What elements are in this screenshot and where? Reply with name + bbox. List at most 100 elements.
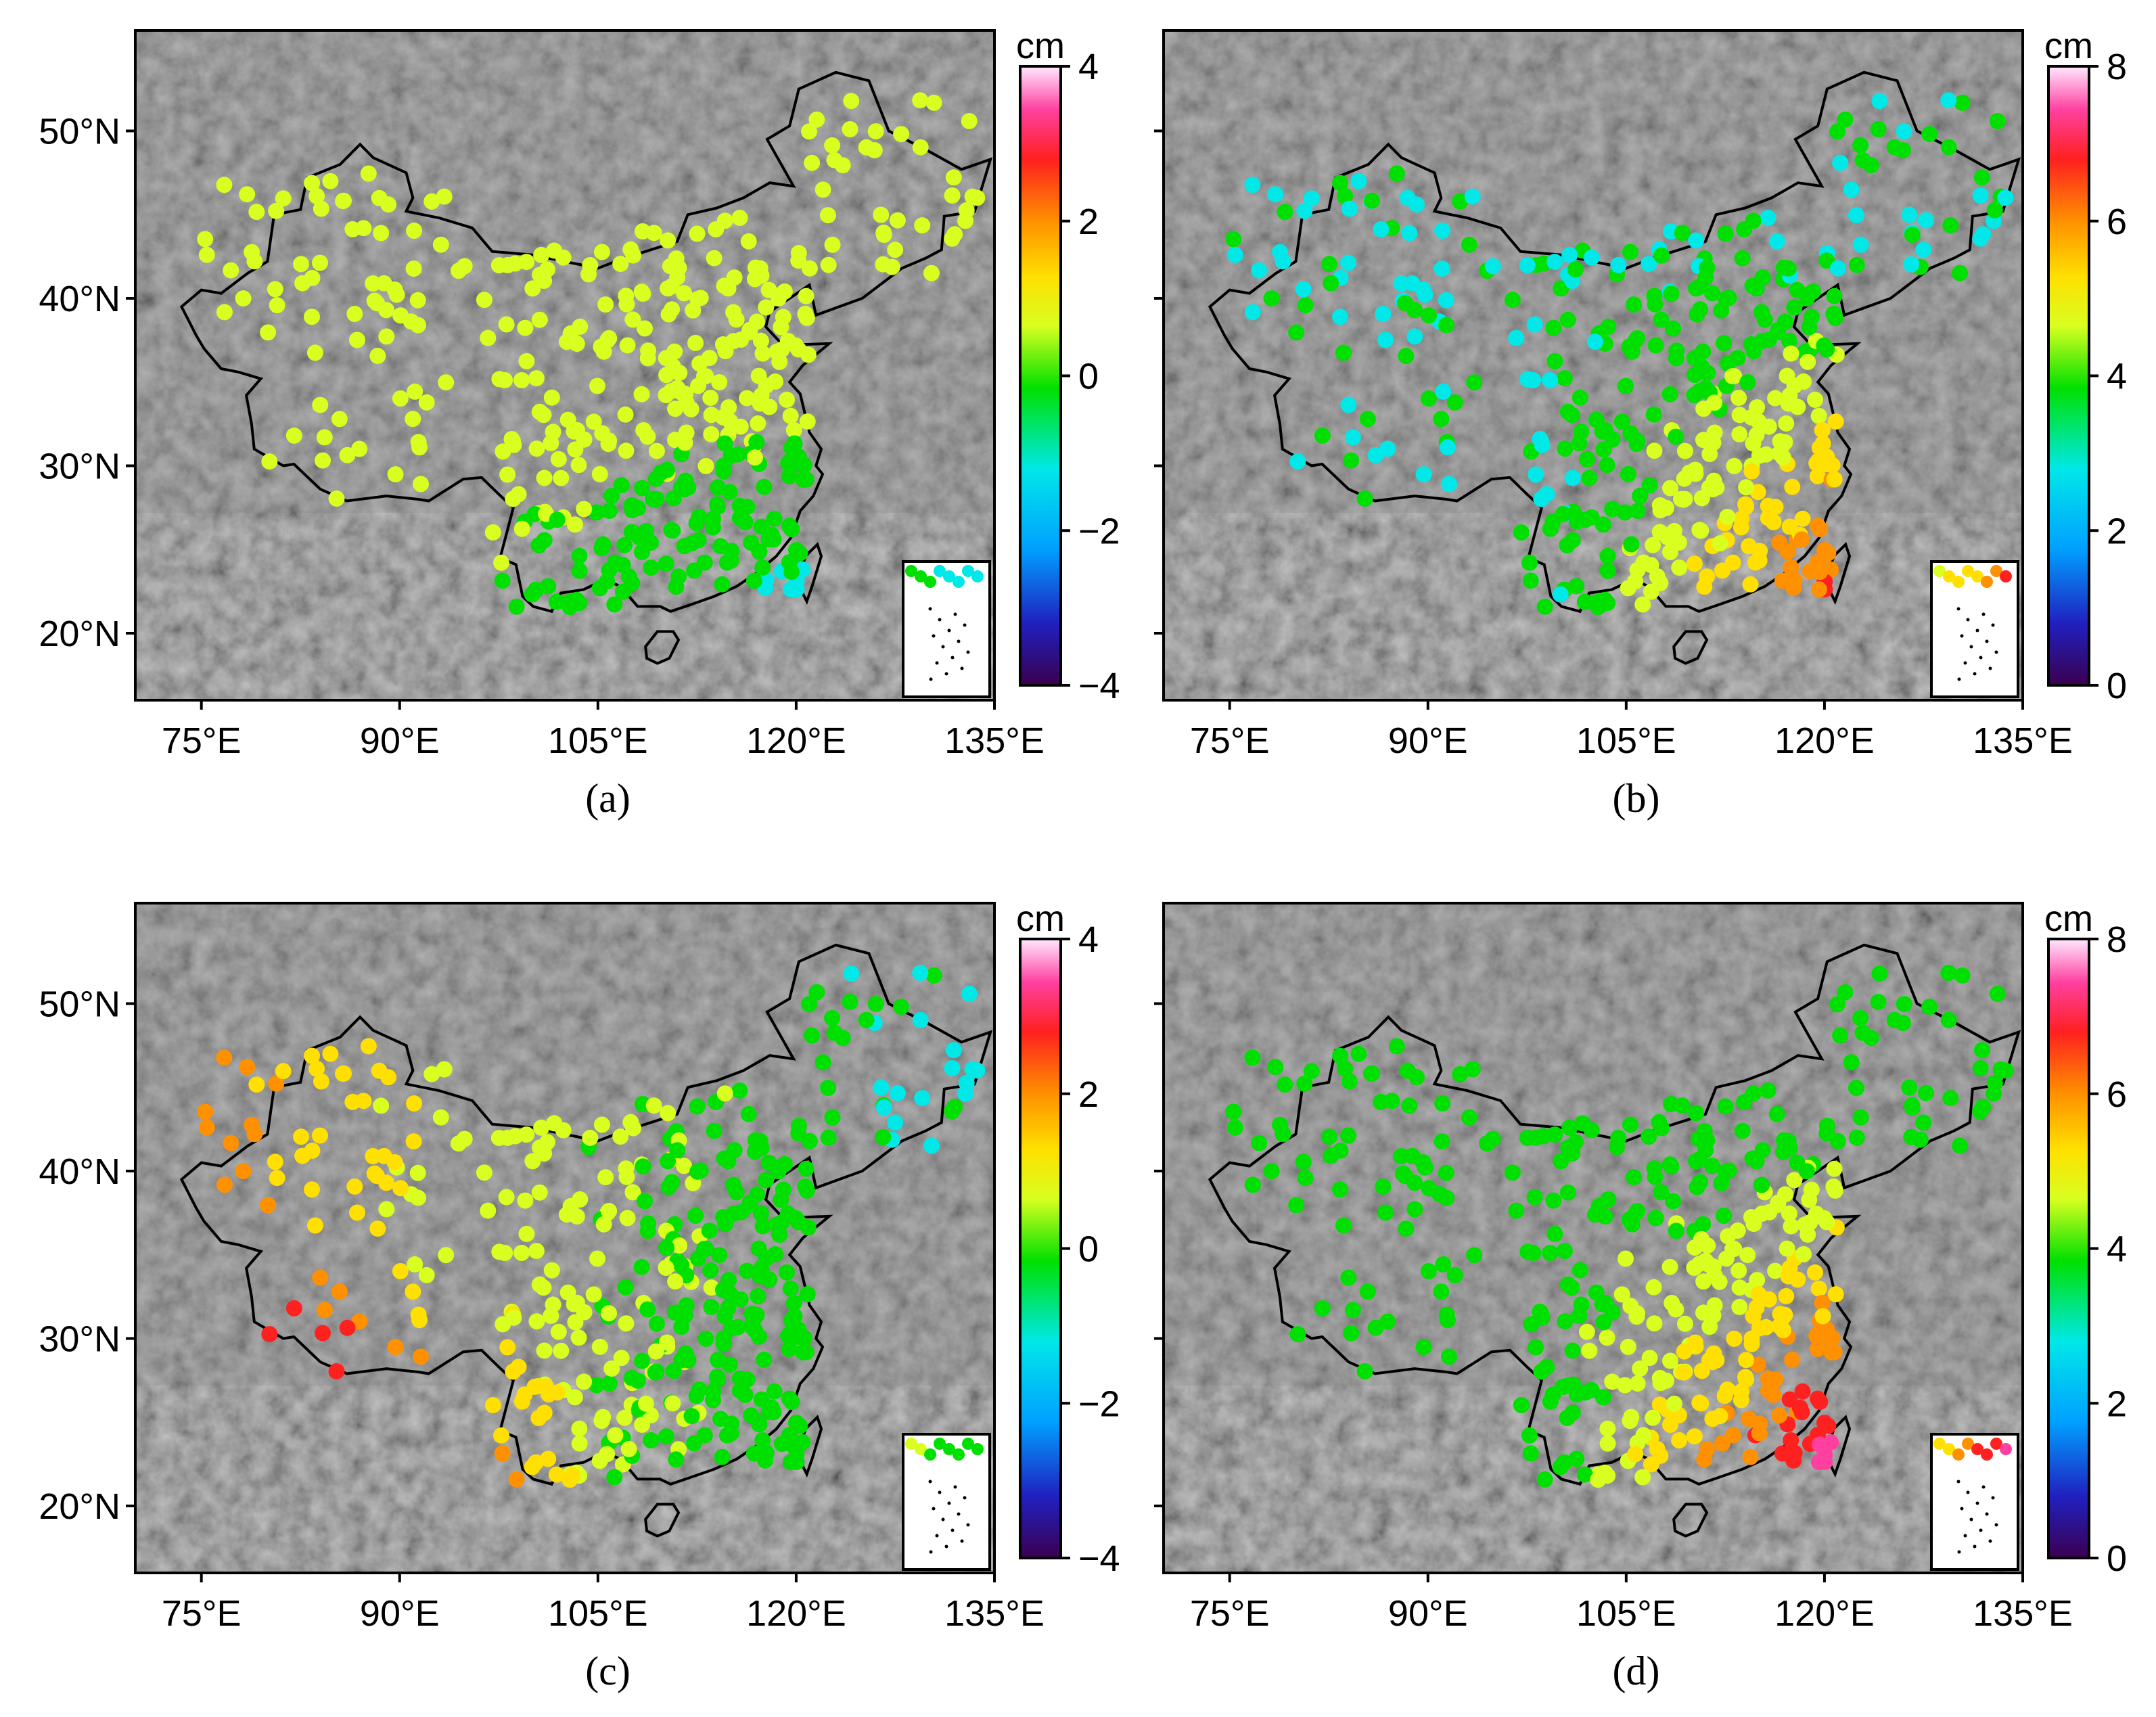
station-marker	[328, 1363, 345, 1379]
station-marker	[743, 1407, 760, 1424]
x-tick-label: 120°E	[1774, 1593, 1875, 1634]
station-marker	[914, 217, 931, 234]
station-marker	[633, 386, 650, 403]
station-marker	[739, 1262, 756, 1279]
station-marker	[480, 329, 497, 346]
station-marker	[658, 1334, 675, 1351]
x-tick-label: 75°E	[1190, 720, 1270, 761]
station-marker	[1653, 1184, 1670, 1201]
station-marker	[1775, 1322, 1791, 1339]
station-marker	[1768, 1105, 1785, 1122]
station-marker	[637, 320, 653, 337]
station-marker	[536, 470, 553, 486]
station-marker	[616, 536, 633, 553]
station-marker	[1748, 1153, 1765, 1170]
station-marker	[1647, 337, 1664, 354]
station-marker	[875, 1099, 892, 1116]
station-marker	[1997, 1062, 2014, 1079]
station-marker	[1676, 442, 1693, 459]
station-marker	[480, 1202, 497, 1219]
station-marker	[1693, 522, 1710, 539]
station-marker	[392, 390, 409, 407]
station-marker	[660, 280, 676, 297]
station-marker	[731, 1082, 748, 1099]
station-marker	[723, 1425, 739, 1442]
inset-island	[966, 650, 970, 654]
station-marker	[328, 490, 345, 507]
station-marker	[540, 1450, 557, 1467]
station-marker	[1567, 261, 1584, 278]
station-marker	[732, 1291, 749, 1308]
station-marker	[1798, 1163, 1815, 1180]
station-marker	[524, 1459, 541, 1475]
station-marker	[740, 233, 757, 250]
station-marker	[603, 488, 620, 504]
inset-station	[934, 1438, 946, 1450]
station-marker	[524, 280, 541, 297]
station-marker	[1663, 1158, 1680, 1175]
station-marker	[493, 554, 509, 571]
station-marker	[1519, 1130, 1536, 1147]
station-marker	[1337, 1060, 1354, 1077]
station-marker	[804, 1027, 821, 1044]
station-marker	[1940, 139, 1957, 156]
station-marker	[1826, 1344, 1843, 1360]
station-marker	[706, 1122, 723, 1139]
station-marker	[771, 354, 788, 370]
station-marker	[1526, 316, 1543, 333]
panel-caption: (d)	[1613, 1649, 1660, 1693]
station-marker	[1244, 177, 1261, 193]
station-marker	[438, 1247, 455, 1264]
station-marker	[639, 1301, 656, 1318]
station-marker	[285, 1300, 302, 1317]
station-marker	[697, 1330, 714, 1347]
station-marker	[1613, 1286, 1630, 1303]
station-marker	[1696, 1451, 1713, 1468]
station-marker	[969, 189, 986, 206]
inset-station	[1933, 565, 1946, 577]
station-marker	[1359, 411, 1376, 428]
station-marker	[1398, 1220, 1415, 1237]
station-marker	[1903, 1128, 1920, 1145]
station-marker	[1321, 1128, 1337, 1145]
station-marker	[696, 368, 713, 385]
station-marker	[1705, 434, 1722, 451]
colorbar-tick-label: 0	[1078, 357, 1099, 397]
station-marker	[1675, 491, 1692, 508]
station-marker	[613, 1350, 630, 1367]
station-marker	[528, 370, 545, 387]
station-marker	[1289, 453, 1306, 470]
station-marker	[925, 94, 942, 111]
station-marker	[268, 202, 285, 219]
station-marker	[505, 436, 522, 453]
station-marker	[664, 522, 681, 539]
station-marker	[387, 466, 404, 483]
station-marker	[1296, 1075, 1313, 1092]
station-marker	[731, 210, 748, 226]
station-marker	[1420, 1263, 1437, 1279]
station-marker	[750, 415, 766, 432]
colorbar-tick-label: 0	[1078, 1229, 1099, 1270]
station-marker	[269, 1170, 285, 1187]
station-marker	[893, 999, 910, 1015]
station-marker	[634, 1352, 650, 1369]
station-marker	[923, 265, 940, 281]
station-marker	[658, 1428, 674, 1445]
station-marker	[1484, 258, 1501, 275]
station-marker	[1277, 204, 1293, 221]
y-tick-label: 50°N	[39, 984, 120, 1025]
station-marker	[1666, 522, 1682, 539]
station-marker	[1786, 299, 1803, 316]
panel-caption: (a)	[585, 776, 630, 821]
inset-station	[1990, 1438, 2002, 1450]
station-marker	[244, 1116, 260, 1133]
station-marker	[1742, 576, 1759, 593]
station-marker	[782, 1280, 799, 1297]
station-marker	[1438, 292, 1454, 308]
station-marker	[1688, 280, 1705, 297]
station-marker	[346, 1178, 363, 1195]
station-marker	[1627, 1446, 1644, 1463]
station-marker	[1717, 225, 1734, 242]
inset-station	[1981, 576, 1993, 588]
station-marker	[790, 1214, 807, 1231]
